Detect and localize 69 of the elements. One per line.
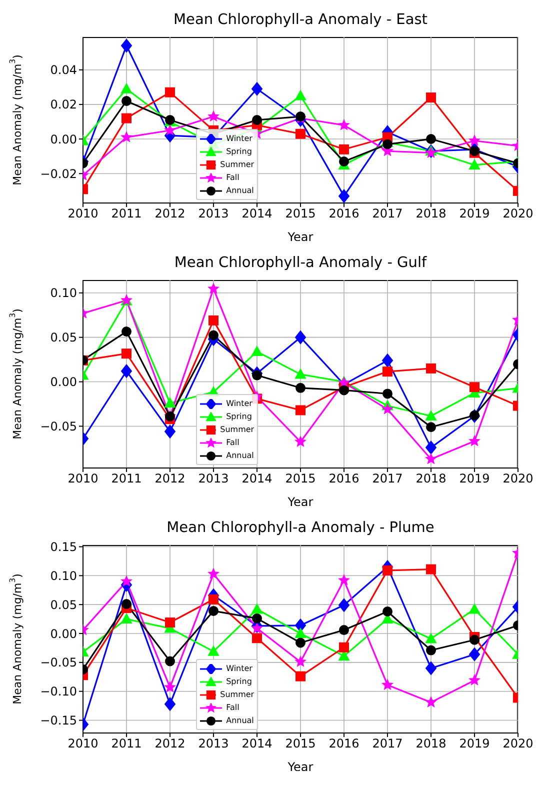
x-tick-label: 2010 — [68, 206, 98, 221]
legend-label: Fall — [226, 703, 240, 712]
x-tick-label: 2015 — [285, 736, 316, 751]
x-tick-label: 2013 — [198, 472, 229, 486]
y-tick-label: 0.10 — [50, 568, 77, 583]
y-tick-label: 0.15 — [50, 540, 77, 554]
legend-label: Winter — [226, 399, 252, 408]
y-tick-label: −0.05 — [40, 656, 77, 670]
x-tick-label: 2017 — [372, 206, 403, 221]
x-tick-label: 2014 — [242, 472, 272, 486]
x-axis-title: Year — [286, 760, 314, 774]
x-tick-label: 2019 — [459, 206, 490, 221]
x-tick-label: 2019 — [459, 736, 490, 751]
x-tick-label: 2011 — [111, 206, 142, 221]
y-tick-label: 0.05 — [50, 598, 77, 612]
x-tick-label: 2011 — [111, 472, 142, 486]
x-tick-label: 2016 — [328, 472, 360, 486]
y-tick-label: 0.10 — [50, 286, 77, 300]
y-tick-label: −0.02 — [40, 166, 77, 181]
x-tick-label: 2018 — [416, 472, 446, 486]
x-tick-label: 2019 — [459, 472, 490, 486]
x-tick-label: 2013 — [198, 736, 229, 751]
chart-title: Mean Chlorophyll-a Anomaly - East — [172, 11, 428, 30]
x-tick-label: 2015 — [285, 206, 316, 221]
x-tick-label: 2014 — [242, 206, 272, 221]
legend-label: Summer — [220, 690, 254, 699]
legend-label: Annual — [226, 451, 254, 460]
x-tick-label: 2010 — [68, 736, 98, 751]
y-tick-label: −0.10 — [40, 684, 77, 699]
chart-title: Mean Chlorophyll-a Anomaly - Gulf — [173, 254, 428, 273]
x-tick-label: 2011 — [111, 736, 142, 751]
legend-label: Annual — [226, 186, 254, 195]
x-tick-label: 2012 — [154, 206, 186, 221]
x-tick-label: 2017 — [372, 472, 403, 486]
x-tick-label: 2017 — [372, 736, 403, 751]
x-tick-label: 2016 — [328, 736, 360, 751]
y-tick-label: −0.15 — [40, 714, 77, 728]
x-tick-label: 2014 — [242, 736, 272, 751]
y-tick-label: 0.02 — [50, 98, 77, 112]
x-tick-label: 2020 — [502, 472, 534, 486]
y-tick-label: 0.00 — [50, 132, 77, 146]
legend-label: Spring — [226, 147, 252, 156]
legend-label: Summer — [220, 160, 254, 169]
legend-label: Winter — [226, 664, 252, 673]
x-tick-label: 2018 — [416, 736, 446, 751]
y-tick-label: 0.00 — [50, 626, 77, 641]
legend-label: Annual — [226, 716, 254, 725]
x-tick-label: 2018 — [416, 206, 446, 221]
legend-label: Winter — [226, 134, 252, 143]
x-tick-label: 2020 — [502, 736, 534, 751]
chart-title: Mean Chlorophyll-a Anomaly - Plume — [166, 519, 436, 538]
legend-label: Fall — [226, 438, 240, 447]
legend-label: Summer — [220, 425, 254, 434]
x-axis-title: Year — [286, 230, 314, 244]
x-tick-label: 2015 — [285, 472, 316, 486]
y-tick-label: 0.05 — [50, 330, 77, 345]
legend-label: Spring — [226, 677, 252, 686]
x-tick-label: 2013 — [198, 206, 229, 221]
legend-label: Spring — [226, 412, 252, 421]
x-tick-label: 2010 — [68, 472, 98, 486]
legend-label: Fall — [226, 173, 240, 182]
x-tick-label: 2020 — [502, 206, 534, 221]
y-tick-label: 0.00 — [50, 375, 77, 390]
x-tick-label: 2016 — [328, 206, 360, 221]
x-tick-label: 2012 — [154, 472, 186, 486]
x-tick-label: 2012 — [154, 736, 186, 751]
y-tick-label: 0.04 — [50, 63, 77, 78]
x-axis-title: Year — [286, 495, 314, 509]
y-tick-label: −0.05 — [40, 419, 77, 434]
